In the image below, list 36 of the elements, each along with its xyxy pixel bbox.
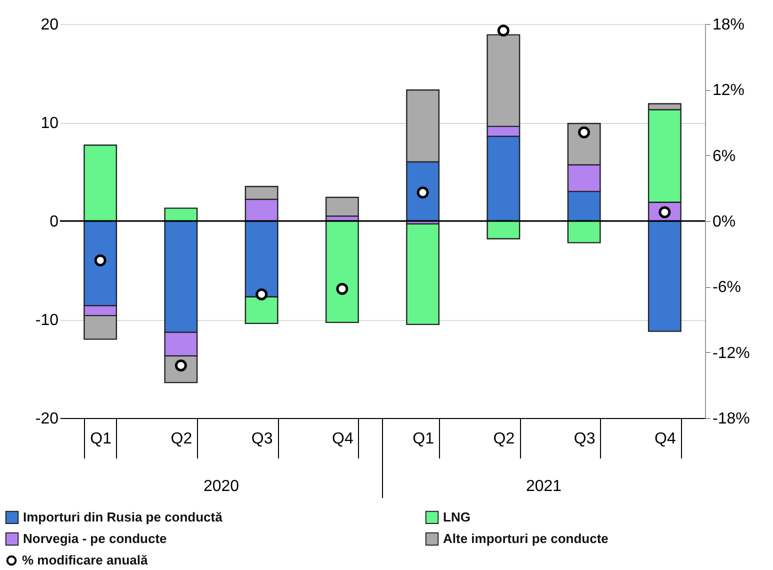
x-tick-label: Q3 — [251, 430, 273, 448]
x-tick-label: Q4 — [654, 430, 676, 448]
y-tick-label: -10 — [35, 312, 59, 329]
y2-tick-label: 12% — [712, 82, 745, 100]
point — [416, 186, 429, 199]
point — [256, 288, 268, 300]
bar — [325, 196, 359, 217]
y-tick-label: 0 — [50, 214, 59, 230]
y2-tick-label: -12% — [712, 344, 750, 362]
y2-tick-label: -18% — [712, 410, 750, 428]
legend-label: Norvegia - pe conducte — [23, 531, 167, 546]
x-tick-label: Q4 — [332, 430, 354, 448]
text: 2020 — [203, 478, 240, 495]
point — [578, 126, 590, 138]
legend-label: % modificare anuală — [22, 552, 148, 568]
y-tick-label: -20 — [35, 410, 59, 428]
y2-tick-label: 18% — [712, 16, 745, 34]
bar — [325, 220, 359, 324]
point — [497, 24, 510, 37]
x-tick-label: Q3 — [574, 430, 596, 448]
x-tick-label: Q2 — [493, 430, 515, 448]
y2-tick-label: 0% — [712, 214, 736, 230]
point — [94, 254, 106, 266]
y2-tick-label: -6% — [712, 279, 741, 296]
x-tick-label: Q1 — [90, 430, 112, 448]
y-tick-label: 10 — [40, 115, 59, 132]
y-tick-label: 20 — [40, 16, 59, 34]
text: 2021 — [526, 478, 562, 495]
x-tick-label: Q1 — [412, 430, 434, 448]
bar — [406, 223, 440, 326]
x-tick-label: Q2 — [170, 430, 192, 448]
legend-label: Alte importuri pe conducte — [443, 531, 608, 546]
point — [336, 282, 348, 295]
y2-tick-label: 6% — [712, 148, 736, 165]
legend-label: LNG — [443, 509, 470, 524]
legend-label: Importuri din Rusia pe conductă — [23, 509, 224, 524]
